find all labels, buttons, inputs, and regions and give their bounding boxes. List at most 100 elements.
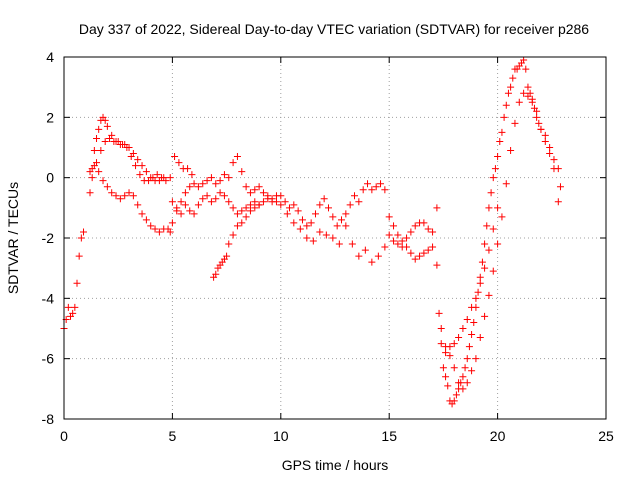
data-point <box>444 382 452 390</box>
data-point <box>97 147 105 155</box>
data-point <box>546 144 554 151</box>
data-point <box>103 122 111 130</box>
data-point <box>520 56 528 64</box>
data-point <box>246 207 254 215</box>
data-point <box>223 252 231 260</box>
data-point <box>481 264 489 272</box>
data-point <box>541 131 549 139</box>
x-axis-label: GPS time / hours <box>282 457 389 473</box>
data-point <box>207 198 215 206</box>
data-point <box>69 309 77 317</box>
data-point <box>225 174 233 182</box>
data-point <box>199 180 207 188</box>
data-point <box>216 189 224 197</box>
data-point <box>420 249 428 257</box>
data-point <box>203 192 211 200</box>
data-point <box>442 373 450 381</box>
data-point <box>500 113 508 121</box>
data-point <box>93 134 101 142</box>
y-tick-label: -6 <box>42 351 55 367</box>
y-tick-label: -2 <box>42 230 55 246</box>
data-point <box>424 225 432 233</box>
data-point <box>242 204 250 212</box>
data-point <box>468 331 476 339</box>
chart-title: Day 337 of 2022, Sidereal Day-to-day VTE… <box>79 21 589 37</box>
data-point <box>481 312 489 320</box>
data-point <box>246 189 254 197</box>
data-point <box>329 213 337 221</box>
data-point <box>121 192 129 200</box>
data-point <box>255 201 263 209</box>
data-point <box>116 195 124 203</box>
data-point <box>108 189 116 197</box>
x-tick-label: 10 <box>273 428 289 444</box>
data-point <box>307 219 315 227</box>
data-point <box>251 186 259 194</box>
data-point <box>186 183 194 191</box>
data-point <box>90 162 98 170</box>
data-point <box>134 201 142 209</box>
data-point <box>459 373 467 381</box>
data-point <box>507 147 515 155</box>
data-point <box>335 240 343 248</box>
data-point <box>483 222 491 230</box>
data-point <box>225 198 233 206</box>
data-point <box>114 137 122 145</box>
data-point <box>168 219 176 227</box>
data-point <box>171 153 179 161</box>
data-point <box>485 291 493 299</box>
data-point <box>533 107 541 115</box>
data-point <box>377 180 385 188</box>
data-point <box>520 89 528 97</box>
data-point <box>127 153 135 161</box>
y-tick-label: -8 <box>42 411 55 427</box>
data-point <box>474 288 482 296</box>
data-point <box>429 228 437 236</box>
data-point <box>524 83 532 91</box>
data-point <box>199 195 207 203</box>
data-point <box>251 204 259 212</box>
data-point <box>316 228 324 236</box>
data-point <box>550 156 558 164</box>
data-point <box>468 303 476 311</box>
data-point <box>411 222 419 230</box>
data-point <box>546 150 554 158</box>
data-point <box>494 153 502 161</box>
data-point <box>459 325 467 332</box>
data-point <box>463 379 471 387</box>
data-point <box>478 258 486 266</box>
data-point <box>368 258 376 266</box>
data-point <box>498 213 506 221</box>
data-point <box>450 364 458 372</box>
data-point <box>342 222 350 230</box>
data-point <box>136 171 144 179</box>
data-point <box>181 189 189 197</box>
data-point <box>229 159 237 167</box>
data-point <box>106 134 114 142</box>
data-point <box>95 168 103 176</box>
data-point <box>368 186 376 194</box>
data-point <box>435 309 443 317</box>
data-point <box>322 231 330 239</box>
data-point <box>290 219 298 227</box>
data-point <box>177 198 185 206</box>
data-point <box>177 210 185 218</box>
data-point <box>364 180 372 188</box>
data-point <box>64 303 72 311</box>
data-point <box>320 195 328 203</box>
data-point <box>381 243 389 251</box>
data-point <box>290 201 298 209</box>
data-point <box>442 349 450 357</box>
data-point <box>149 174 157 182</box>
data-point <box>465 343 473 351</box>
data-point <box>355 252 363 260</box>
data-point <box>129 192 137 200</box>
x-tick-label: 5 <box>169 428 177 444</box>
data-point <box>103 183 111 191</box>
data-point <box>125 189 133 197</box>
data-point <box>403 234 411 242</box>
data-point <box>394 240 402 248</box>
data-point <box>233 210 241 218</box>
data-point <box>433 204 441 212</box>
